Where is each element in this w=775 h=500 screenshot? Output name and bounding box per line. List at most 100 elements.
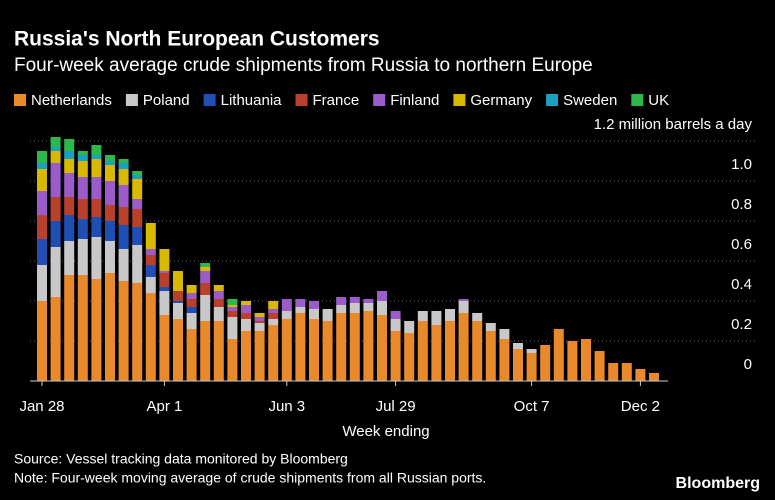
- bar-segment: [417, 311, 428, 321]
- bar-segment: [213, 299, 224, 307]
- bar-segment: [159, 291, 170, 315]
- bar-segment: [513, 343, 523, 349]
- bar-segment: [363, 303, 374, 311]
- bar-segment: [200, 271, 211, 283]
- bar-segment: [241, 331, 251, 381]
- bar-segment: [50, 221, 61, 247]
- bar-segment: [254, 331, 265, 381]
- legend-swatch: [546, 94, 559, 106]
- bar-segment: [513, 349, 523, 381]
- bar-segment: [105, 205, 115, 221]
- note: Note: Four-week moving average of crude …: [14, 470, 486, 486]
- bar-segment: [64, 139, 75, 151]
- bar-segment: [349, 297, 360, 303]
- bar-segment: [118, 249, 129, 281]
- bar-segment: [431, 325, 442, 381]
- bar-segment: [309, 319, 319, 381]
- bar-segment: [159, 287, 170, 291]
- bar-segment: [145, 249, 156, 255]
- bar-segment: [472, 313, 483, 321]
- legend-swatch: [14, 94, 26, 106]
- bar-segment: [390, 331, 401, 381]
- bar-segment: [377, 291, 387, 301]
- bar-segment: [200, 263, 211, 267]
- bar-segment: [105, 241, 115, 273]
- bar-segment: [37, 151, 47, 163]
- bar-segment: [499, 339, 510, 381]
- bar-segment: [37, 265, 47, 301]
- bar-segment: [91, 279, 102, 381]
- bar-segment: [132, 283, 143, 381]
- x-axis-title: Week ending: [342, 423, 429, 440]
- bar-segment: [404, 321, 415, 333]
- bar-segment: [91, 199, 102, 217]
- bar-segment: [105, 181, 115, 205]
- bar-segment: [186, 299, 197, 307]
- bar-segment: [37, 169, 47, 191]
- bar-segment: [309, 301, 319, 309]
- y-tick-label: 0.2: [731, 316, 752, 333]
- bar-segment: [485, 323, 496, 331]
- bar-segment: [241, 319, 251, 331]
- bar-segment: [200, 321, 211, 381]
- bar-segment: [254, 321, 265, 323]
- legend-label: Germany: [470, 92, 532, 109]
- bar-segment: [64, 151, 75, 159]
- legend-label: France: [313, 92, 360, 109]
- x-tick-label: Dec 2: [621, 398, 660, 415]
- bar-segment: [649, 373, 659, 381]
- bar-segment: [159, 315, 170, 381]
- bar-segment: [50, 137, 61, 147]
- bar-segment: [186, 307, 197, 313]
- bar-segment: [431, 311, 442, 325]
- bar-segment: [91, 155, 102, 159]
- bar-segment: [213, 285, 224, 291]
- bar-segment: [132, 245, 143, 283]
- bar-segment: [281, 319, 292, 381]
- bar-segment: [105, 165, 115, 181]
- x-tick-label: Apr 1: [146, 398, 182, 415]
- bar-segment: [485, 331, 496, 381]
- bar-segment: [458, 313, 469, 381]
- bar-segment: [363, 299, 374, 303]
- y-tick-label: 1.2 million barrels a day: [594, 116, 753, 133]
- bar-segment: [349, 313, 360, 381]
- bar-segment: [64, 275, 75, 381]
- legend-label: Sweden: [563, 92, 617, 109]
- bar-segment: [295, 299, 306, 307]
- bar-segment: [105, 273, 115, 381]
- bar-segment: [390, 319, 401, 331]
- legend-swatch: [631, 94, 644, 106]
- legend-swatch: [125, 94, 138, 106]
- source: Source: Vessel tracking data monitored b…: [14, 451, 348, 467]
- legend-swatch: [373, 94, 386, 106]
- bar-segment: [281, 299, 292, 311]
- bar-segment: [105, 161, 115, 165]
- legend-label: Poland: [143, 92, 190, 109]
- bar-segment: [309, 309, 319, 319]
- y-tick-label: 0: [744, 356, 752, 373]
- bar-segment: [105, 155, 115, 161]
- bar-segment: [227, 317, 238, 339]
- bar-segment: [390, 311, 401, 319]
- bar-segment: [173, 319, 183, 381]
- bar-segment: [268, 319, 279, 325]
- legend-swatch: [295, 94, 308, 106]
- bar-segment: [540, 345, 551, 381]
- bar-segment: [173, 301, 183, 303]
- bar-segment: [445, 321, 455, 381]
- bar-segment: [145, 255, 156, 265]
- bar-segment: [159, 273, 170, 287]
- bar-segment: [173, 303, 183, 319]
- bar-segment: [77, 219, 88, 239]
- bar-segment: [91, 217, 102, 237]
- bar-segment: [241, 305, 251, 313]
- bar-segment: [132, 175, 143, 179]
- bar-segment: [77, 239, 88, 275]
- bar-segment: [77, 177, 88, 199]
- bar-segment: [594, 351, 605, 381]
- bar-segment: [227, 307, 238, 311]
- bar-segment: [37, 215, 47, 239]
- brand-logo: Bloomberg: [676, 475, 760, 492]
- bar-segment: [349, 303, 360, 313]
